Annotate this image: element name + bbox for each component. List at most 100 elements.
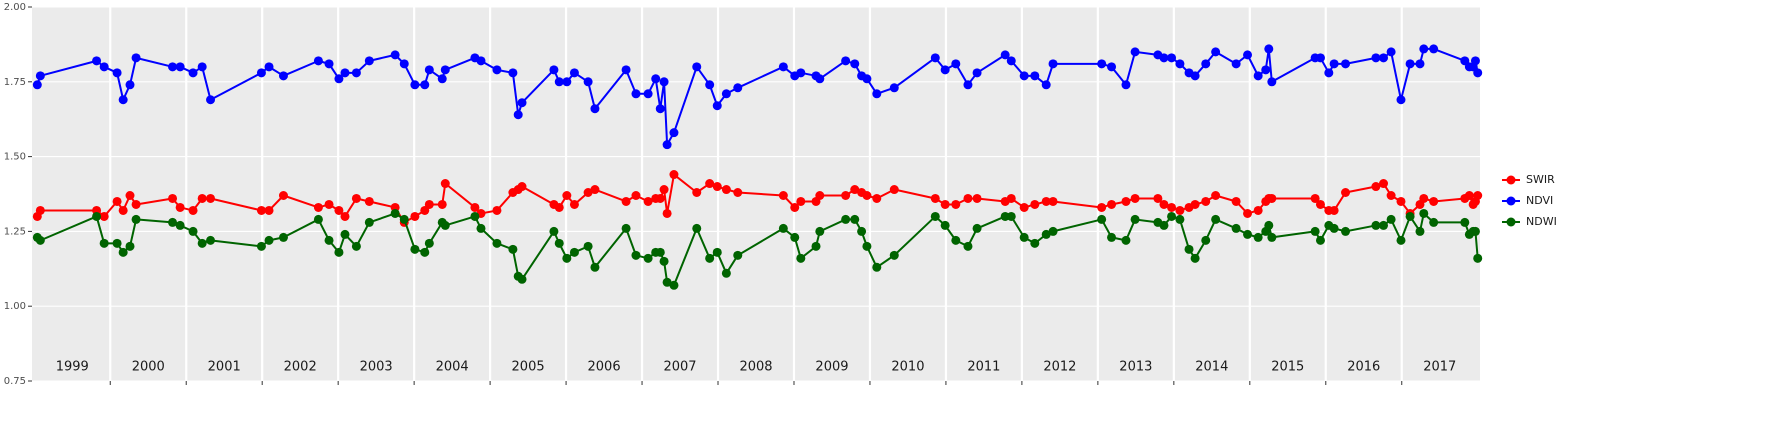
x-tick-label: 2006 (588, 360, 621, 375)
data-point (99, 238, 109, 248)
data-point (733, 188, 743, 198)
data-point (324, 59, 334, 69)
data-point (1130, 47, 1140, 57)
data-point (313, 202, 323, 212)
data-point (118, 247, 128, 257)
data-point (655, 104, 665, 114)
data-point (99, 211, 109, 221)
data-point (1153, 193, 1163, 203)
data-point (1473, 190, 1483, 200)
data-point (440, 179, 450, 189)
data-point (872, 262, 882, 272)
data-point (188, 68, 198, 78)
data-point (659, 256, 669, 266)
data-point (35, 205, 45, 215)
data-point (206, 193, 216, 203)
data-point (1464, 190, 1474, 200)
data-point (1396, 95, 1406, 105)
data-point (862, 190, 872, 200)
data-point (1379, 53, 1389, 63)
data-point (1048, 59, 1058, 69)
data-point (631, 250, 641, 260)
data-point (1167, 53, 1177, 63)
data-point (705, 253, 715, 263)
data-point (1048, 226, 1058, 236)
data-point (1159, 199, 1169, 209)
data-point (872, 89, 882, 99)
data-point (334, 205, 344, 215)
data-point (569, 68, 579, 78)
data-point (1107, 62, 1117, 72)
data-point (264, 62, 274, 72)
data-point (1243, 229, 1253, 239)
data-point (1000, 50, 1010, 60)
data-point (1429, 44, 1439, 54)
data-point (35, 71, 45, 81)
data-point (1243, 208, 1253, 218)
data-point (1130, 193, 1140, 203)
data-point (1460, 217, 1470, 227)
data-point (590, 185, 600, 195)
data-point (651, 74, 661, 84)
data-point (1264, 220, 1274, 230)
data-point (440, 220, 450, 230)
data-point (862, 241, 872, 251)
data-point (1315, 235, 1325, 245)
data-point (643, 196, 653, 206)
x-tick-label: 2004 (436, 360, 469, 375)
x-tick-label: 2009 (815, 360, 848, 375)
data-point (364, 217, 374, 227)
data-point (631, 190, 641, 200)
data-point (206, 235, 216, 245)
data-point (721, 89, 731, 99)
data-point (1341, 226, 1351, 236)
data-point (340, 229, 350, 239)
data-point (790, 202, 800, 212)
data-point (1006, 193, 1016, 203)
data-point (1231, 196, 1241, 206)
data-point (1231, 223, 1241, 233)
data-point (112, 196, 122, 206)
data-point (841, 190, 851, 200)
data-point (440, 65, 450, 75)
data-point (712, 101, 722, 111)
data-point (733, 250, 743, 260)
data-point (562, 77, 572, 87)
data-point (1473, 253, 1483, 263)
x-tick-label: 2012 (1043, 360, 1076, 375)
data-point (390, 208, 400, 218)
data-point (811, 241, 821, 251)
data-point (1175, 205, 1185, 215)
data-point (662, 277, 672, 287)
data-point (1231, 59, 1241, 69)
data-point (410, 244, 420, 254)
data-point (940, 220, 950, 230)
data-point (815, 190, 825, 200)
data-point (692, 223, 702, 233)
y-tick-label: 0.75 (4, 376, 26, 387)
data-point (889, 185, 899, 195)
x-tick-label: 2013 (1119, 360, 1152, 375)
data-point (1267, 193, 1277, 203)
data-point (118, 95, 128, 105)
data-point (168, 193, 178, 203)
data-point (963, 80, 973, 90)
data-point (188, 205, 198, 215)
data-point (131, 199, 141, 209)
data-point (1211, 190, 1221, 200)
x-tick-label: 2015 (1271, 360, 1304, 375)
data-point (951, 235, 961, 245)
data-point (778, 190, 788, 200)
data-point (841, 56, 851, 66)
data-point (1324, 68, 1334, 78)
y-tick-label: 1.75 (4, 77, 26, 88)
data-point (32, 80, 42, 90)
x-tick-label: 2005 (512, 360, 545, 375)
data-point (815, 74, 825, 84)
x-tick-label: 2014 (1195, 360, 1228, 375)
data-point (1121, 196, 1131, 206)
data-point (862, 74, 872, 84)
x-tick-label: 2001 (208, 360, 241, 375)
series-line (36, 212, 1479, 287)
data-point (175, 202, 185, 212)
